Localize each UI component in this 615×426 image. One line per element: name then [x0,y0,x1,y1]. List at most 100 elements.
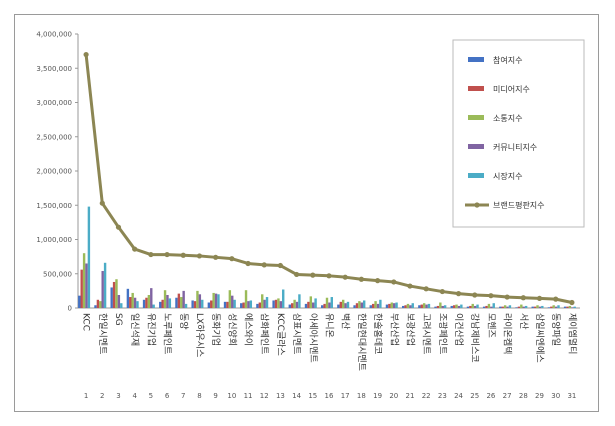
bar-소통지수-4 [131,292,134,308]
bar-시장지수-22 [427,303,431,308]
bar-소통지수-9 [212,292,215,308]
legend-label-브랜드평판지수: 브랜드평판지수 [493,200,545,210]
bar-커뮤니티지수-27 [506,306,509,308]
legend-label-참여지수: 참여지수 [493,55,522,65]
bar-소통지수-2 [99,301,102,308]
bar-커뮤니티지수-6 [166,294,169,308]
bar-미디어지수-30 [550,306,553,308]
rank-label-8: 8 [197,392,201,400]
legend-swatch-소통지수 [468,115,484,120]
bar-소통지수-20 [390,302,393,308]
bar-미디어지수-19 [371,303,375,308]
bar-시장지수-1 [87,206,91,308]
category-label-29: 삼일씨엔에스 [534,313,545,363]
bar-시장지수-24 [460,304,463,308]
legend-swatch-시장지수 [468,173,484,178]
bar-참여지수-9 [207,302,211,308]
bar-참여지수-28 [515,307,518,308]
bar-참여지수-10 [223,301,227,308]
line-point-14 [294,271,300,278]
y-tick-label: 1,000,000 [36,236,72,244]
rank-label-13: 13 [276,392,285,400]
category-label-11: 에스와이 [243,313,255,346]
bar-참여지수-14 [288,304,292,308]
category-label-22: 고려시멘트 [421,313,432,354]
category-label-10: 성신양회 [226,313,237,346]
bar-시장지수-8 [201,299,204,308]
bar-미디어지수-17 [339,301,342,308]
bar-시장지수-20 [395,302,398,308]
rank-label-12: 12 [260,392,269,400]
line-point-27 [504,294,510,300]
bar-미디어지수-13 [274,299,278,308]
line-point-15 [310,272,316,278]
y-tick-label: 1,500,000 [36,202,72,210]
bar-미디어지수-7 [177,293,181,308]
bar-소통지수-8 [196,290,199,309]
line-point-24 [455,291,462,297]
bar-시장지수-18 [362,300,366,308]
rank-label-18: 18 [357,392,366,400]
rank-label-11: 11 [244,392,253,400]
category-label-17: 벽산 [340,313,351,330]
bar-소통지수-31 [568,305,572,308]
category-label-5: 유진기업 [145,313,156,346]
bar-참여지수-26 [482,306,486,308]
rank-label-22: 22 [422,392,431,400]
bar-시장지수-10 [233,299,236,308]
bar-참여지수-20 [385,304,389,308]
bar-커뮤니티지수-10 [231,295,234,308]
bar-소통지수-22 [422,303,426,308]
y-tick-label: 3,500,000 [36,65,72,73]
bar-시장지수-25 [476,304,479,308]
bar-미디어지수-28 [517,306,521,308]
bar-시장지수-9 [217,294,220,308]
legend-swatch-참여지수 [468,57,484,62]
bar-커뮤니티지수-28 [522,306,525,308]
line-point-22 [423,286,429,292]
rank-label-7: 7 [181,392,185,400]
bar-소통지수-5 [147,294,151,308]
category-label-28: 서산 [518,313,529,330]
category-label-9: 동화기업 [210,313,221,346]
category-label-23: 조광페인트 [437,313,449,354]
bar-커뮤니티지수-8 [198,294,202,308]
bar-미디어지수-25 [469,305,472,308]
category-label-7: 동양 [178,313,189,330]
bar-참여지수-5 [142,299,146,308]
bar-참여지수-19 [369,305,372,308]
rank-label-28: 28 [519,392,528,400]
bar-소통지수-7 [180,297,183,308]
bar-참여지수-18 [353,305,356,308]
bar-커뮤니티지수-16 [328,302,331,308]
bar-소통지수-17 [341,299,345,308]
y-tick-label: 0 [68,305,72,313]
bar-참여지수-31 [563,306,567,308]
category-label-21: 보광산업 [404,313,416,346]
bar-커뮤니티지수-26 [490,306,493,308]
bar-시장지수-17 [346,301,350,308]
category-label-1: KCC [81,313,91,331]
rank-label-23: 23 [438,392,447,400]
bar-소통지수-16 [325,297,329,308]
bar-소통지수-18 [358,301,361,308]
line-point-10 [229,256,235,262]
bar-커뮤니티지수-12 [263,299,266,308]
bar-커뮤니티지수-24 [457,305,461,308]
bar-소통지수-23 [439,302,442,308]
category-label-31: 제이엠멀티 [566,313,578,354]
bar-미디어지수-14 [291,303,294,308]
rank-label-24: 24 [454,392,463,400]
bar-미디어지수-3 [112,281,116,308]
bar-소통지수-30 [552,305,555,308]
bar-소통지수-26 [487,303,491,308]
bar-미디어지수-11 [242,302,245,308]
bar-미디어지수-31 [566,306,569,308]
bar-커뮤니티지수-20 [392,303,396,308]
rank-label-10: 10 [227,392,236,400]
line-point-5 [148,251,154,258]
bar-커뮤니티지수-30 [554,306,558,308]
line-point-23 [439,288,445,295]
line-point-26 [488,293,494,299]
